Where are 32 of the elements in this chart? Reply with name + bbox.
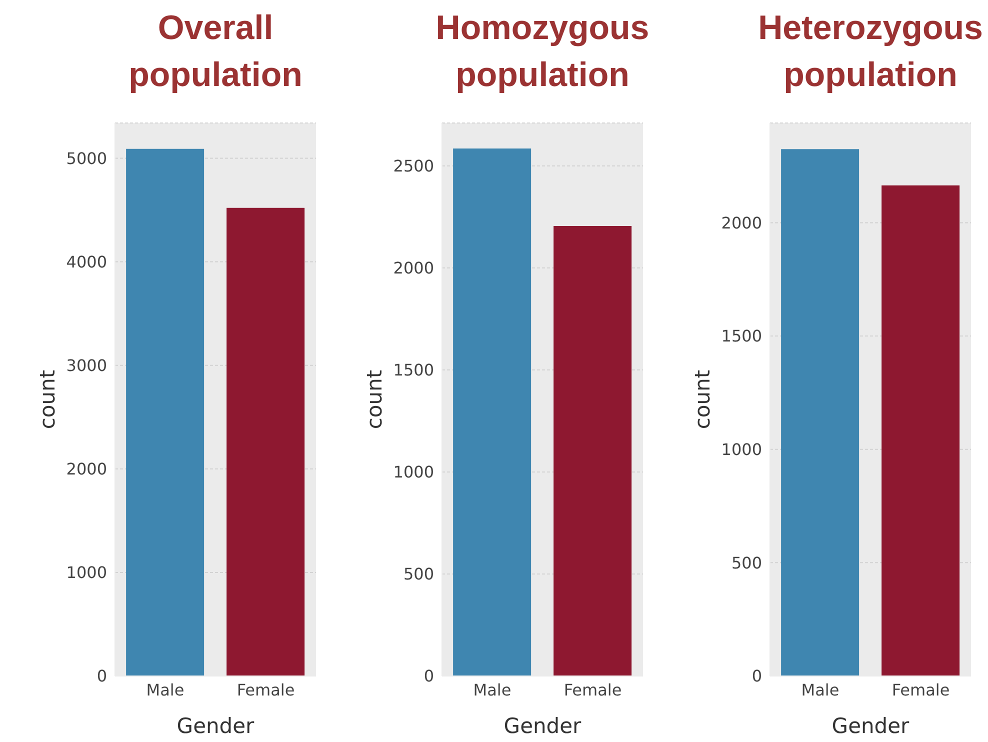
x-axis-title: Gender — [504, 714, 582, 738]
y-tick-label: 0 — [424, 666, 434, 686]
x-tick-label: Female — [236, 680, 295, 700]
y-tick-label: 2000 — [66, 460, 107, 479]
y-tick-label: 500 — [403, 564, 434, 584]
y-tick-label: 3000 — [66, 356, 107, 376]
x-tick-label: Female — [892, 680, 950, 700]
y-tick-label: 500 — [731, 553, 762, 572]
y-axis-title: count — [362, 370, 386, 430]
y-tick-label: 2000 — [393, 258, 434, 278]
chart-title: Heterozygous population — [757, 8, 984, 96]
x-tick-label: Male — [473, 680, 512, 700]
x-tick-label: Male — [146, 680, 184, 700]
y-axis-title: count — [35, 370, 60, 430]
x-tick-label: Male — [801, 680, 840, 700]
x-tick-label: Female — [564, 680, 622, 700]
y-tick-label: 1000 — [393, 462, 434, 482]
x-axis-title: Gender — [176, 714, 255, 738]
y-tick-label: 1000 — [721, 440, 762, 460]
y-tick-label: 5000 — [66, 148, 107, 168]
chart-title: Overall population — [128, 8, 304, 96]
y-tick-label: 1500 — [393, 360, 434, 380]
y-tick-label: 1500 — [721, 326, 762, 346]
y-tick-label: 1000 — [66, 563, 107, 582]
y-tick-label: 2000 — [721, 213, 762, 232]
chart-title: Homozygous population — [434, 8, 650, 96]
x-axis-title: Gender — [832, 714, 910, 738]
y-tick-label: 0 — [752, 666, 762, 686]
y-tick-label: 2500 — [393, 156, 434, 176]
y-tick-label: 4000 — [66, 252, 107, 272]
y-tick-label: 0 — [96, 666, 107, 686]
y-axis-title: count — [690, 370, 714, 430]
